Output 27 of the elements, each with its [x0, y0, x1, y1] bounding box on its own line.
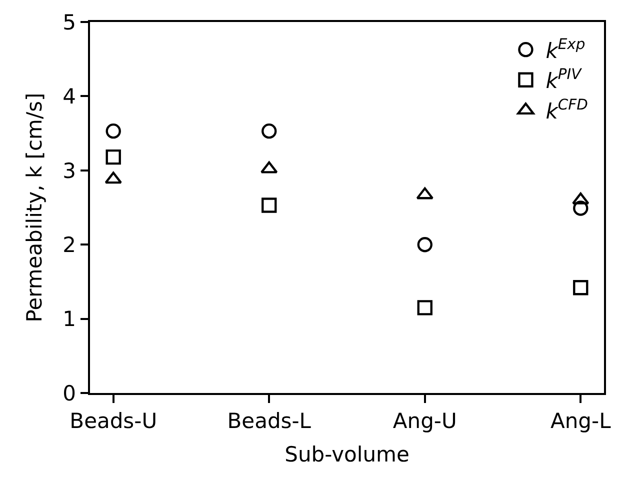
point: [573, 280, 588, 296]
y-tick-label: 2: [62, 232, 76, 257]
point: [573, 200, 588, 216]
x-tick-label: Ang-U: [392, 408, 457, 433]
x-axis-title: Sub-volume: [284, 442, 410, 467]
y-tick-label: 4: [62, 84, 76, 109]
y-tick-label: 5: [62, 10, 76, 34]
x-tick-label: Ang-L: [550, 408, 612, 433]
y-tick-label: 0: [62, 381, 76, 406]
point: [260, 161, 278, 174]
legend-label: k$^{CFD}$: [546, 96, 588, 124]
y-axis-title: Permeability, k [cm/s]: [22, 92, 46, 322]
point: [572, 192, 590, 204]
point: [104, 172, 122, 184]
point: [417, 300, 432, 316]
y-tick-label: 3: [62, 158, 76, 183]
point: [417, 237, 432, 252]
point: [106, 123, 121, 139]
legend-label: k$^{Exp}$: [546, 36, 586, 63]
point: [262, 123, 277, 139]
legend-label: k$^{PIV}$: [546, 66, 582, 94]
point: [416, 187, 434, 200]
point: [262, 198, 277, 213]
x-tick-label: Beads-L: [227, 408, 312, 433]
x-tick-label: Beads-U: [70, 408, 158, 433]
y-tick-label: 1: [62, 307, 76, 332]
point: [106, 149, 121, 165]
